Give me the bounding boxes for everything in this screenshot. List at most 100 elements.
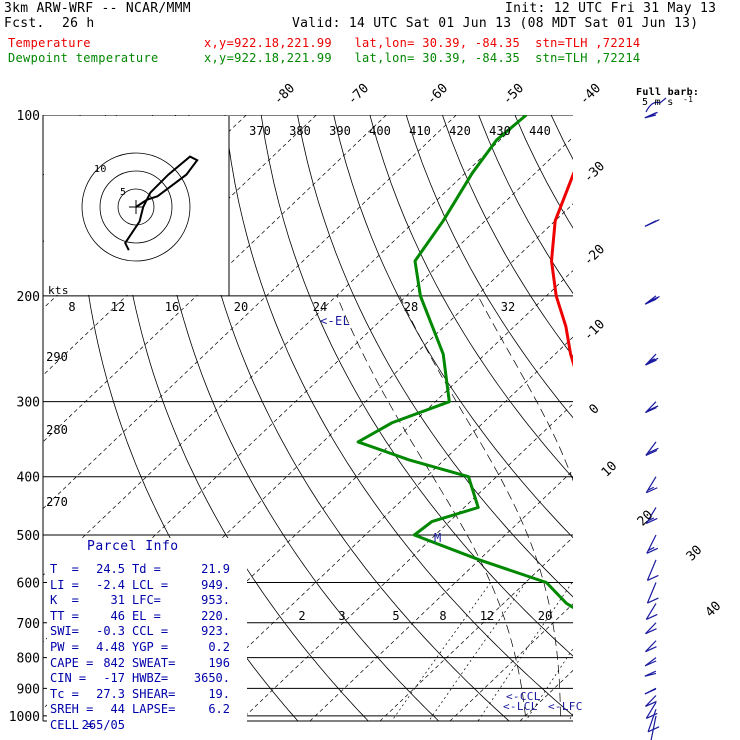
wind-barb-flag [646,613,658,620]
wind-barb-flag [646,517,658,525]
wind-barb-flag [646,487,658,494]
parcel-info-cell: TT = [50,608,79,623]
wind-barb-flag [645,407,657,414]
sounding-series [356,115,573,610]
lcl-marker: <-LCL [503,700,538,713]
parcel-info-cell: CELL = [50,718,94,732]
wind-barb [645,476,658,494]
wind-barb [645,603,658,620]
pressure-tick-label: 800 [17,652,40,667]
wind-barb-flag [647,574,659,581]
parcel-info-cell: 6.2 [208,702,230,717]
hodo-speed-label: 8 [68,300,75,314]
parcel-info-cell: 44 [110,702,125,717]
barb-legend-title: Full barb: [636,87,700,98]
pressure-tick-label: 1000 [9,710,40,725]
isotherm [43,115,317,376]
parcel-info-cell: -17 [103,671,125,686]
dry-adiabat [550,115,573,161]
legend-temperature-name: Temperature [8,36,91,50]
theta-label-lower: 290 [46,350,68,364]
parcel-info-cell: 842 [103,655,125,670]
hodo-speed-label: 24 [313,300,327,314]
parcel-info-cell: SWEAT= [132,655,176,670]
mixing-ratio-label: 8 [439,609,446,623]
parcel-info-cell: -2.4 [96,577,125,592]
dry-adiabat [514,115,573,229]
wind-barb [646,534,659,554]
theta-label: 370 [249,124,271,138]
parcel-info-cell: LCL = [132,577,169,592]
moist-adiabat [477,295,573,482]
parcel-info-cell: -0.3 [96,624,125,639]
parcel-info-cell: CIN = [50,671,87,686]
dry-adiabat [260,115,573,657]
dry-adiabat [624,115,740,721]
dry-adiabat [333,115,573,539]
parcel-info-cell: Td = [132,562,161,576]
dry-adiabat [587,115,740,721]
temperature-line [550,171,573,368]
legend-dewpoint-name: Dewpoint temperature [8,51,159,65]
hodo-ring-label-outer: 10 [94,164,107,175]
wind-barb-flag [645,359,657,366]
parcel-info-row: SWI= -0.3 CCL = 923. [50,624,246,639]
hodo-speed-label: 28 [404,300,418,314]
wind-barb [645,702,658,719]
wind-barb-flag [647,726,660,733]
pressure-tick-label: 500 [17,529,40,544]
wind-barb-halfflag [647,486,655,491]
wind-barb-staff [646,582,657,604]
forecast-hour: 26 h [62,16,95,31]
m-marker: M [434,531,442,545]
wind-barb-flag [645,628,657,635]
wind-barb-flag [644,670,657,677]
parcel-info-cell: LAPSE= [132,702,176,717]
moist-adiabat [576,296,648,716]
theta-label: 440 [529,124,551,138]
isotherm-label: -70 [345,81,372,108]
wind-barb-flag [647,597,659,604]
mixing-ratio-label: 20 [538,609,552,623]
mixing-ratio-label: 3 [338,609,345,623]
isotherm-label: -30 [581,159,608,186]
wind-barb-staff [646,559,657,581]
isotherm-label: -50 [500,81,527,108]
isotherm [379,536,573,721]
wind-barb-staff [645,640,657,653]
parcel-info-row: CELL = 265/05 [50,718,246,733]
wind-barb-halfflag [648,358,656,363]
isotherm-label: -40 [577,81,604,108]
forecast-label: Fcst. [4,16,45,31]
wind-barb-staff [645,603,657,620]
mixing-ratio-label: 5 [392,609,399,623]
dry-adiabat [369,115,573,479]
parcel-info-cell: 949. [201,577,230,592]
dry-adiabat [224,115,573,716]
wind-barb [646,559,659,581]
isotherm-label: -20 [581,242,608,269]
parcel-info-cell: 265/05 [81,718,125,732]
parcel-info-cell: 21.9 [201,562,230,576]
moist-adiabat [665,296,708,716]
dry-adiabat [152,115,439,721]
theta-label: 430 [489,124,511,138]
pressure-tick-label: 400 [17,471,40,486]
isotherm-label: 0 [586,401,602,417]
parcel-info-cell: 31 [110,593,125,608]
parcel-info-cell: 24.5 [96,562,125,576]
parcel-info-cell: 0.2 [208,640,230,654]
wind-barb [645,441,659,456]
mixing-ratio-label: 12 [480,609,494,623]
parcel-info-cell: 953. [201,593,230,608]
wind-barb [644,111,658,119]
wind-barb-staff [645,695,657,707]
valid-time: Valid: 14 UTC Sat 01 Jun 13 (08 MDT Sat … [292,16,699,31]
wind-barb-staff [647,709,657,733]
parcel-info-cell: 46 [110,608,125,623]
isotherm-label: -10 [581,317,608,344]
lfc-marker: <-LFC [548,700,583,713]
parcel-info-cell: HWBZ= [132,671,169,686]
isotherm [730,115,740,721]
